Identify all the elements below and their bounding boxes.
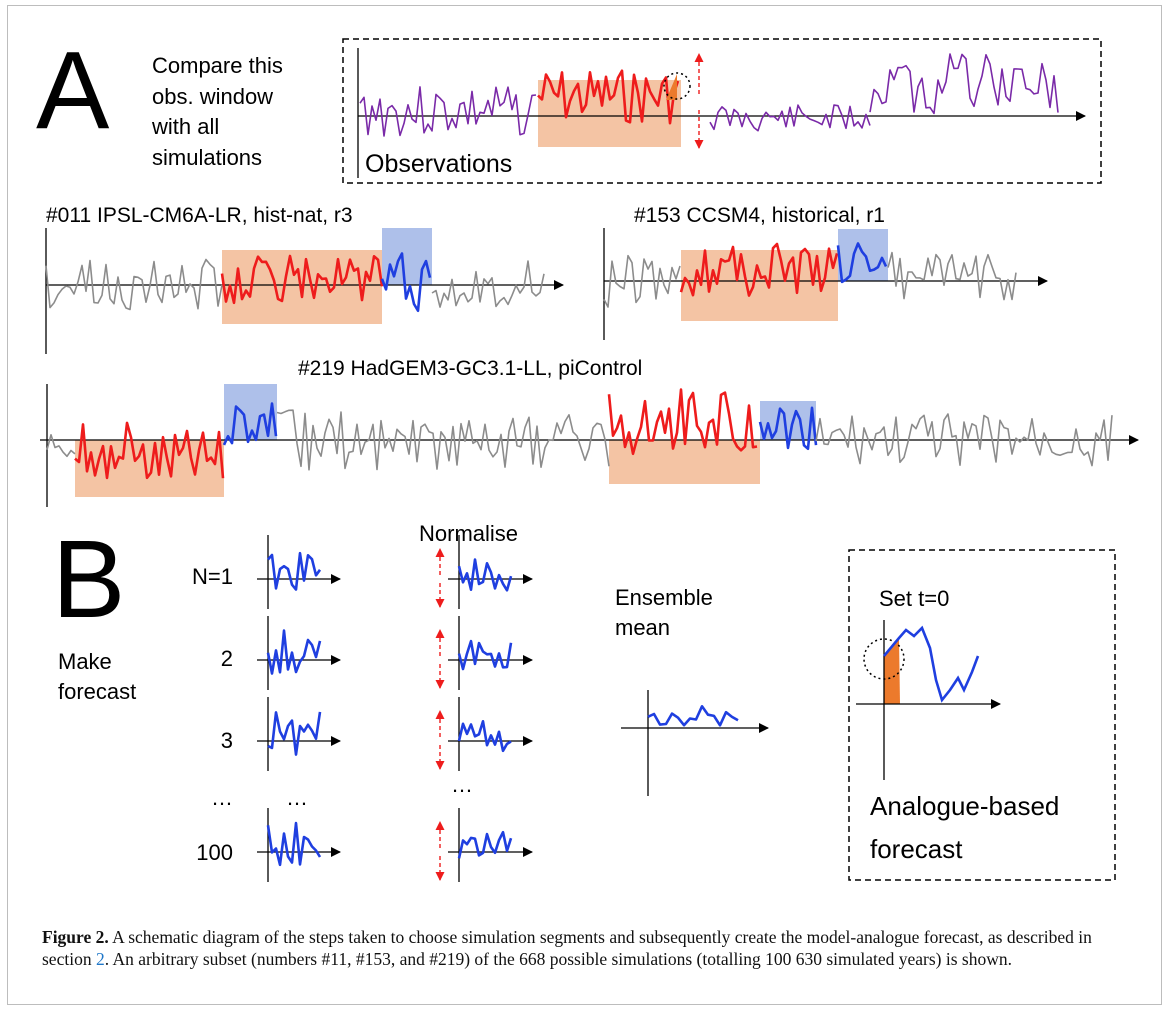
ensemble-mean-line-1: Ensemble <box>615 585 713 610</box>
sim011-forecast-series <box>380 252 432 312</box>
member-series-1 <box>267 551 322 591</box>
analogue-forecast-line-2: forecast <box>870 834 963 864</box>
sim153-window-series <box>679 242 839 297</box>
figure-frame <box>7 5 1162 1005</box>
sim219-series-end <box>815 413 1113 467</box>
sim011-series-post <box>431 260 545 308</box>
member-labels: N=1 2 3 … 100 <box>192 564 233 865</box>
caption-label: Figure 2. <box>42 927 109 947</box>
norm-series-2 <box>457 639 513 671</box>
obs-series-post <box>709 104 871 132</box>
sim219-forecast-1-series <box>222 402 278 446</box>
analogue-forecast-plot <box>856 620 1001 780</box>
member-series-2 <box>266 629 322 675</box>
simulation-011-plot <box>45 228 564 354</box>
instruction-line-3: with all <box>151 114 219 139</box>
ensemble-mean-plot <box>621 690 769 796</box>
sim219-series-mid <box>276 409 610 471</box>
simulation-219-plot <box>40 384 1139 507</box>
simulation-153-plot <box>603 228 1048 340</box>
sim153-forecast-series <box>836 242 888 284</box>
sim219-forecast-2-series <box>758 406 818 451</box>
sim219-window-2-series <box>607 388 758 456</box>
obs-window-series <box>537 69 680 125</box>
observations-plot <box>357 48 1086 178</box>
sim219-series-start <box>46 434 76 458</box>
normalised-ellipsis: … <box>451 772 473 797</box>
t0-fill <box>884 638 900 704</box>
panel-b-letter: B <box>52 518 125 641</box>
member-label-3: 3 <box>221 728 233 753</box>
obs-series-pre <box>359 86 537 137</box>
sim219-forecast-2-fill <box>760 401 816 440</box>
figure-caption: Figure 2. A schematic diagram of the ste… <box>42 926 1142 970</box>
analogue-forecast-series <box>883 625 980 703</box>
obs-t0-circle <box>663 72 691 100</box>
instruction-line-4: simulations <box>152 145 262 170</box>
normalise-label: Normalise <box>419 521 518 546</box>
sim153-series-post <box>887 251 1017 301</box>
sim219-window-1-series <box>74 421 225 480</box>
panel-a-letter: A <box>36 29 110 152</box>
sim011-series-pre <box>45 258 223 311</box>
analogue-forecast-box <box>848 549 1116 881</box>
caption-text-1: A schematic diagram of the steps taken t… <box>42 927 1092 969</box>
norm-series-4 <box>457 830 513 859</box>
simulation-219-label: #219 HadGEM3-GC3.1-LL, piControl <box>298 357 642 380</box>
normalised-members <box>435 535 533 882</box>
member-series-3 <box>267 711 322 756</box>
sim153-series-pre <box>603 254 681 308</box>
sim011-forecast-fill <box>382 228 432 285</box>
t0-circle <box>863 638 905 680</box>
make-forecast-line-2: forecast <box>58 679 136 704</box>
obs-series-late <box>869 53 1059 115</box>
instruction-line-1: Compare this <box>152 53 283 78</box>
caption-text-2: . An arbitrary subset (numbers #11, #153… <box>104 949 1012 969</box>
norm-series-1 <box>457 558 513 592</box>
member-label-2: 2 <box>221 646 233 671</box>
members-ellipsis: … <box>286 785 308 810</box>
obs-t0-fill <box>666 74 677 100</box>
sim011-window-series <box>220 254 384 305</box>
observations-label: Observations <box>365 150 512 178</box>
instruction-line-2: obs. window <box>152 84 273 109</box>
ensemble-mean-line-2: mean <box>615 615 670 640</box>
simulation-153-label: #153 CCSM4, historical, r1 <box>634 204 885 227</box>
section-link[interactable]: 2 <box>95 949 105 969</box>
set-t0-label: Set t=0 <box>879 586 949 611</box>
raw-members <box>257 535 341 882</box>
member-label-1: N=1 <box>192 564 233 589</box>
sim153-forecast-fill <box>838 229 888 281</box>
observations-box <box>342 38 1102 184</box>
norm-series-3 <box>457 720 512 753</box>
analogue-forecast-line-1: Analogue-based <box>870 791 1059 821</box>
member-series-4 <box>266 821 322 867</box>
panel-a-instruction: Compare this obs. window with all simula… <box>151 53 283 170</box>
member-label-ellipsis: … <box>211 785 233 810</box>
simulation-011-label: #011 IPSL-CM6A-LR, hist-nat, r3 <box>46 204 353 227</box>
member-label-100: 100 <box>196 840 233 865</box>
make-forecast-line-1: Make <box>58 649 112 674</box>
ensemble-mean-series <box>647 705 739 727</box>
